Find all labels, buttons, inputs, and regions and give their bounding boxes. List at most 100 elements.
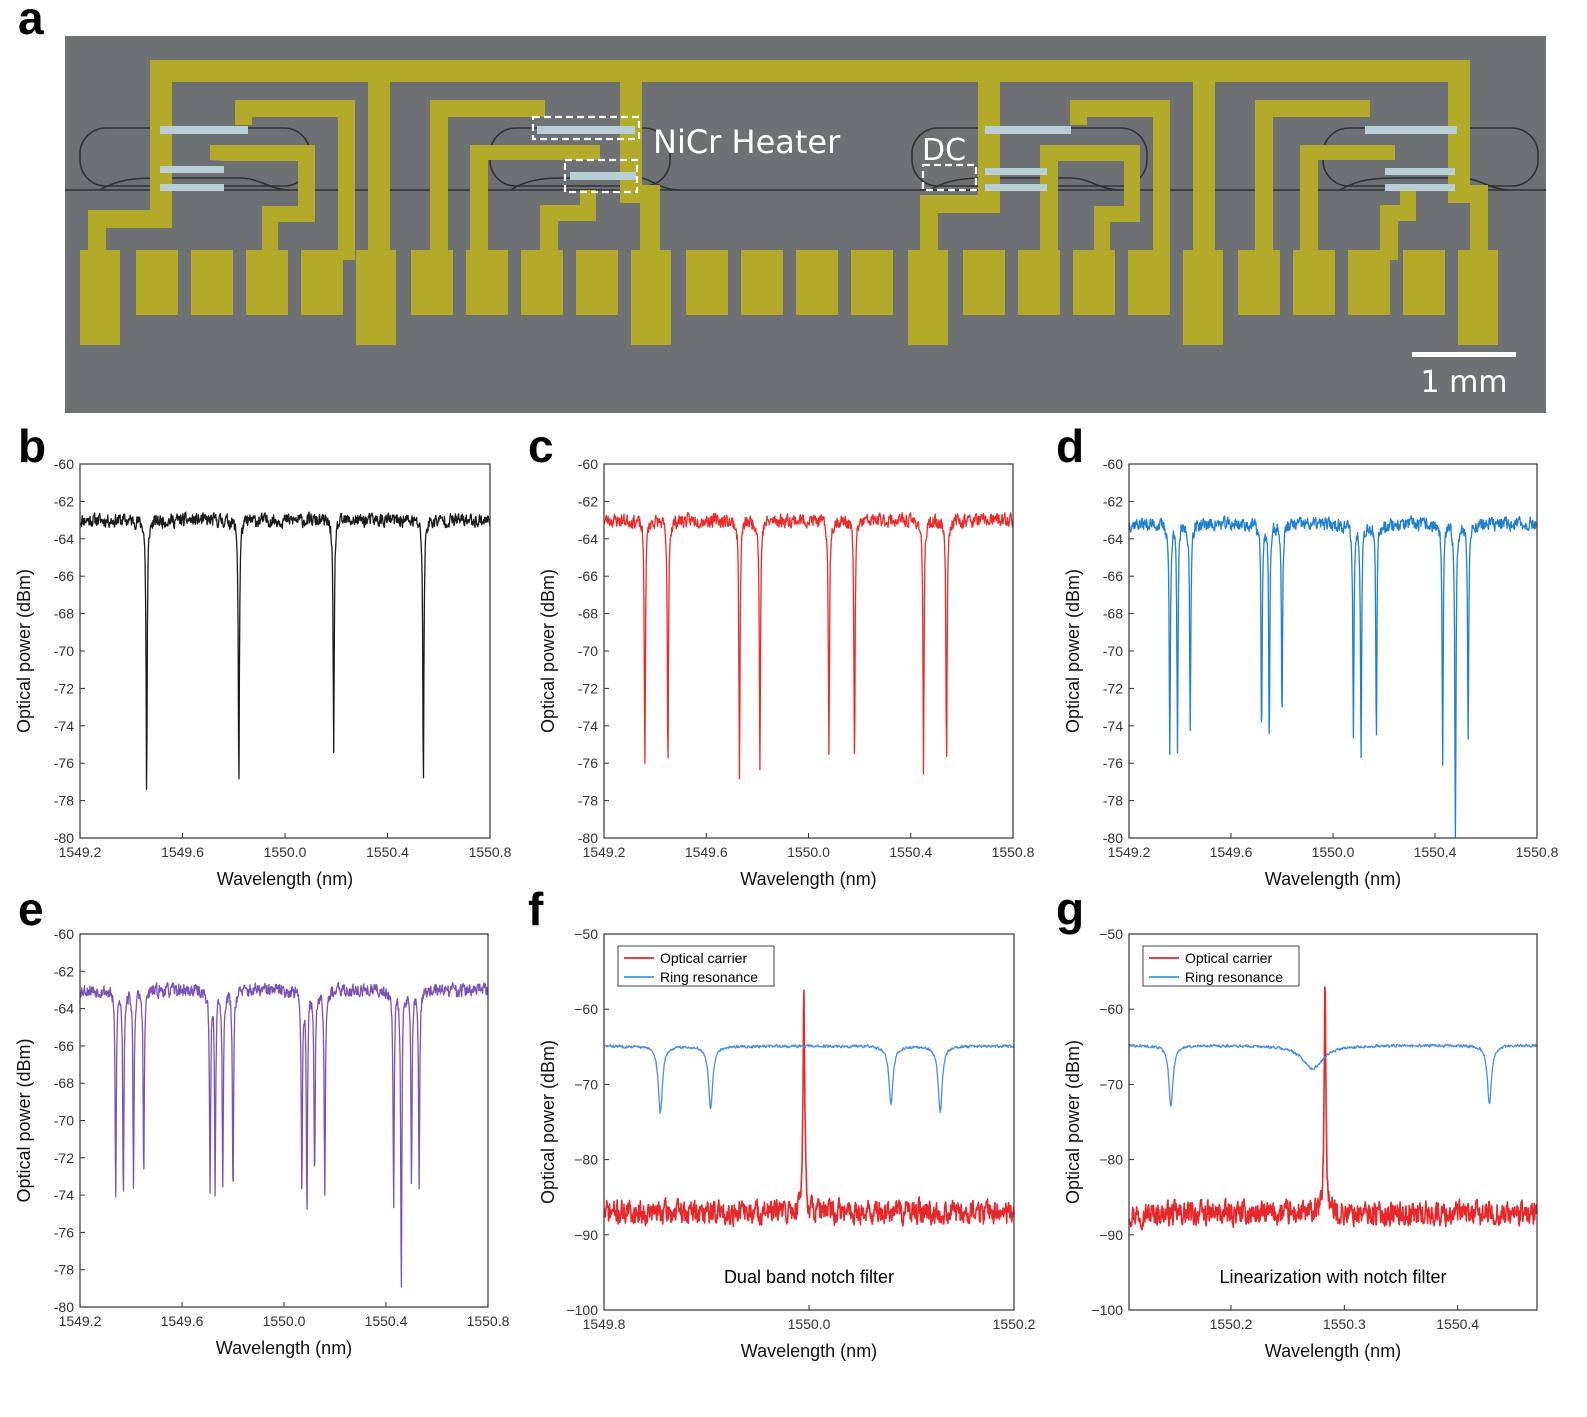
y-tick-label: -62 [578, 493, 598, 509]
x-tick-label: 1550.2 [993, 1316, 1036, 1332]
y-tick-label: -80 [1103, 830, 1123, 846]
y-tick-label: -76 [54, 1224, 74, 1240]
y-tick-label: −90 [1099, 1227, 1123, 1243]
y-tick-label: -80 [54, 830, 74, 846]
y-tick-label: -78 [54, 1262, 74, 1278]
y-tick-label: -64 [1103, 531, 1123, 547]
x-axis-label: Wavelength (nm) [216, 1338, 352, 1358]
legend-label: Ring resonance [1185, 969, 1283, 985]
legend-label: Ring resonance [660, 969, 758, 985]
x-tick-label: 1550.8 [1516, 844, 1559, 860]
y-tick-label: -72 [54, 1150, 74, 1166]
chip-micrograph: NiCr Heater DC 1 mm [65, 36, 1546, 413]
legend-label: Optical carrier [1185, 950, 1272, 966]
x-tick-label: 1549.6 [161, 1313, 204, 1329]
y-tick-label: -66 [54, 1038, 74, 1054]
y-tick-label: -68 [54, 1075, 74, 1091]
series-line-f-0 [603, 989, 1015, 1228]
y-tick-label: -60 [1103, 456, 1123, 472]
x-tick-label: 1550.4 [889, 844, 932, 860]
panel-letter-e: e [18, 883, 44, 935]
y-tick-label: -66 [578, 568, 598, 584]
x-tick-label: 1550.4 [366, 844, 409, 860]
y-tick-label: -70 [578, 643, 598, 659]
y-tick-label: -78 [54, 793, 74, 809]
y-tick-label: -78 [578, 793, 598, 809]
y-tick-label: -66 [1103, 568, 1123, 584]
y-tick-label: -76 [54, 755, 74, 771]
y-tick-label: −70 [574, 1076, 598, 1092]
y-tick-label: -74 [1103, 718, 1123, 734]
y-tick-label: -68 [54, 606, 74, 622]
chart-d: d 1549.2 1549.6 1550.0 1550.4 1550.8 -60 -62 -64… [1056, 420, 1559, 889]
y-tick-label: -64 [54, 531, 74, 547]
x-tick-label: 1550.0 [1312, 844, 1355, 860]
x-tick-label: 1550.8 [992, 844, 1035, 860]
x-tick-label: 1550.0 [263, 1313, 306, 1329]
plot-frame-f [603, 933, 1015, 1311]
y-tick-label: -70 [54, 643, 74, 659]
y-tick-label: -70 [54, 1113, 74, 1129]
y-tick-label: -74 [578, 718, 598, 734]
y-tick-label: −50 [574, 926, 598, 942]
y-tick-label: -64 [54, 1001, 74, 1017]
chart-panels: b 1549.2 1549.6 1550.0 1550.4 1550.8 -60 -62 -64… [14, 420, 1559, 1361]
y-tick-label: -64 [578, 531, 598, 547]
panel-letter-g: g [1056, 883, 1084, 935]
y-tick-label: -70 [1103, 643, 1123, 659]
heater-layer [160, 126, 1457, 191]
y-tick-label: -78 [1103, 793, 1123, 809]
panel-letter-d: d [1056, 420, 1084, 472]
plot-frame-g [1128, 933, 1538, 1311]
x-tick-label: 1549.6 [1210, 844, 1253, 860]
heater-highlight-box-2 [563, 158, 639, 194]
y-axis-label: Optical power (dBm) [14, 1038, 34, 1202]
y-tick-label: -74 [54, 718, 74, 734]
y-tick-label: -62 [54, 493, 74, 509]
y-tick-label: -72 [54, 680, 74, 696]
x-axis-label: Wavelength (nm) [1265, 1341, 1401, 1361]
x-axis-label: Wavelength (nm) [217, 869, 353, 889]
heater-highlight-box [531, 115, 641, 141]
y-tick-label: -60 [578, 456, 598, 472]
nicr-heater-label: NiCr Heater [653, 123, 841, 161]
chart-c: c 1549.2 1549.6 1550.0 1550.4 1550.8 -60 -62 -64… [528, 420, 1035, 889]
y-tick-label: -72 [1103, 680, 1123, 696]
series-line-g-0 [1128, 986, 1538, 1231]
y-axis-label: Optical power (dBm) [1063, 569, 1083, 733]
y-axis-label: Optical power (dBm) [1063, 1040, 1083, 1204]
x-tick-label: 1550.4 [1414, 844, 1457, 860]
y-tick-label: −100 [566, 1302, 598, 1318]
series-line-g-1 [1128, 1043, 1538, 1107]
x-tick-label: 1550.2 [1210, 1316, 1253, 1332]
x-tick-label: 1549.6 [685, 844, 728, 860]
y-axis-label: Optical power (dBm) [538, 569, 558, 733]
y-tick-label: −80 [1099, 1152, 1123, 1168]
x-tick-label: 1549.2 [583, 844, 626, 860]
x-tick-label: 1549.6 [161, 844, 204, 860]
x-tick-label: 1550.0 [787, 844, 830, 860]
x-tick-label: 1549.2 [1108, 844, 1151, 860]
series-line-c-0 [603, 511, 1014, 780]
y-tick-label: −60 [574, 1001, 598, 1017]
y-tick-label: -68 [1103, 606, 1123, 622]
chart-annotation: Dual band notch filter [724, 1267, 894, 1287]
chip-background [65, 36, 1546, 413]
x-tick-label: 1550.4 [365, 1313, 408, 1329]
y-tick-label: -76 [578, 755, 598, 771]
chart-e: e 1549.2 1549.6 1550.0 1550.4 1550.8 -60 -62 -64… [14, 883, 510, 1358]
series-line-b-0 [79, 511, 491, 790]
series-line-e-0 [79, 981, 489, 1288]
y-tick-label: -80 [578, 830, 598, 846]
y-tick-label: −60 [1099, 1001, 1123, 1017]
y-tick-label: -76 [1103, 755, 1123, 771]
y-tick-label: −50 [1099, 926, 1123, 942]
y-tick-label: -66 [54, 568, 74, 584]
chart-f: f 1549.8 1550.0 1550.2 −50 −60 −70 −80 −90 −100 Wa… [528, 883, 1036, 1361]
scale-bar [1412, 352, 1516, 357]
y-tick-label: −80 [574, 1152, 598, 1168]
y-tick-label: -80 [54, 1299, 74, 1315]
y-tick-label: -74 [54, 1187, 74, 1203]
x-tick-label: 1549.2 [59, 844, 102, 860]
